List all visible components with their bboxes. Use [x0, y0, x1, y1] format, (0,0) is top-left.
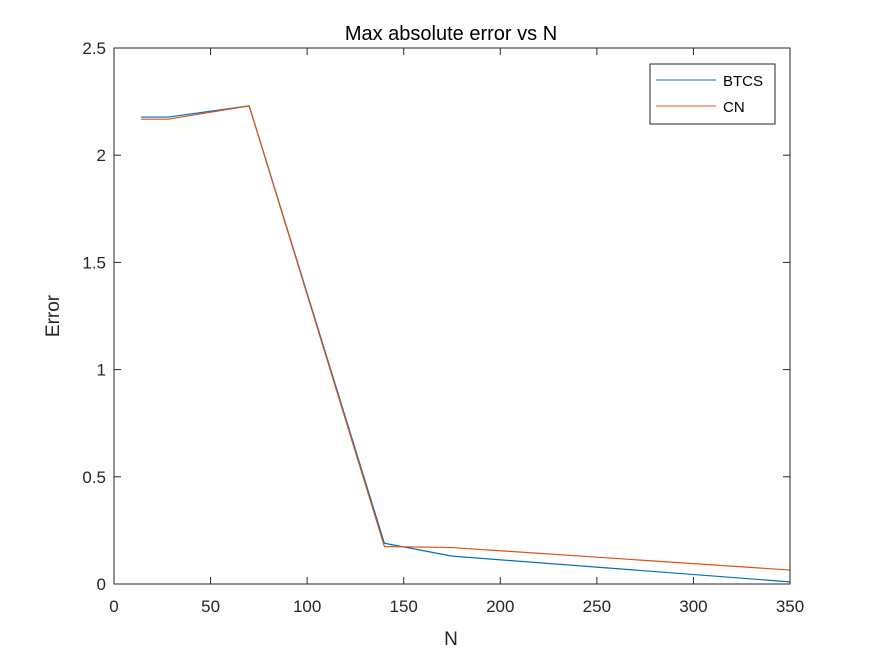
y-tick-label: 1: [97, 361, 106, 380]
x-tick-label: 300: [679, 597, 707, 616]
series-layer: [141, 105, 791, 583]
legend-label-cn: CN: [723, 99, 745, 116]
x-axis-label: N: [444, 629, 458, 650]
chart-title: Max absolute error vs N: [345, 23, 557, 45]
axes: [113, 47, 791, 585]
x-tick-label: 200: [486, 597, 514, 616]
plot-area: [114, 48, 790, 584]
y-axis-label: Error: [43, 294, 64, 337]
legend: BTCS CN: [649, 63, 776, 125]
x-tick-label: 250: [583, 597, 611, 616]
y-tick-label: 2.5: [82, 39, 106, 58]
ticks: 0 50 100 150 200 250 300 350 0 0.5 1 1.5 2 2.5: [82, 39, 804, 616]
x-tick-label: 50: [201, 597, 220, 616]
x-tick-label: 100: [293, 597, 321, 616]
x-tick-label: 0: [109, 597, 118, 616]
x-tick-label: 350: [776, 597, 804, 616]
legend-box: [649, 63, 776, 125]
y-tick-label: 0: [97, 575, 106, 594]
axes-box: [113, 47, 791, 585]
y-tick-label: 2: [97, 146, 106, 165]
legend-label-btcs: BTCS: [723, 73, 763, 90]
y-tick-label: 0.5: [82, 468, 106, 487]
y-tick-label: 1.5: [82, 253, 106, 272]
series-line-cn: [141, 105, 791, 571]
x-tick-label: 150: [390, 597, 418, 616]
